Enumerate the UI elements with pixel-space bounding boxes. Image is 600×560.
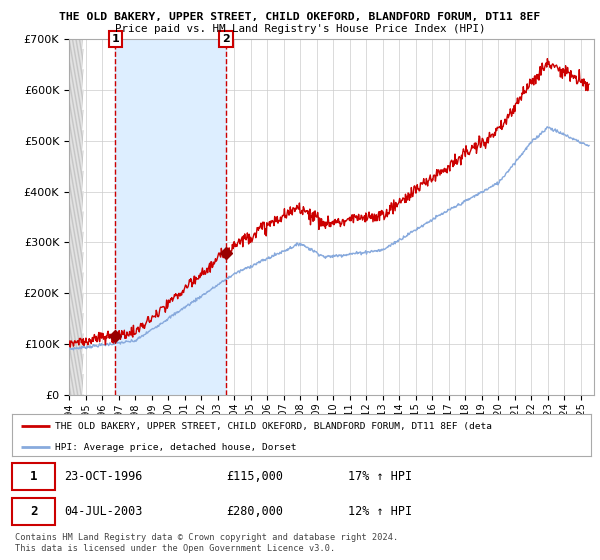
Text: HPI: Average price, detached house, Dorset: HPI: Average price, detached house, Dors… xyxy=(55,442,297,452)
Text: £115,000: £115,000 xyxy=(226,470,283,483)
Text: Price paid vs. HM Land Registry's House Price Index (HPI): Price paid vs. HM Land Registry's House … xyxy=(115,24,485,34)
Text: 1: 1 xyxy=(112,34,119,44)
FancyBboxPatch shape xyxy=(12,498,55,525)
Text: Contains HM Land Registry data © Crown copyright and database right 2024.
This d: Contains HM Land Registry data © Crown c… xyxy=(15,533,398,553)
Text: 17% ↑ HPI: 17% ↑ HPI xyxy=(348,470,412,483)
Text: £280,000: £280,000 xyxy=(226,505,283,518)
Bar xyxy=(115,39,226,395)
Bar xyxy=(69,39,83,395)
Text: 2: 2 xyxy=(30,505,37,518)
Text: 1: 1 xyxy=(30,470,37,483)
FancyBboxPatch shape xyxy=(12,464,55,490)
Text: 2: 2 xyxy=(222,34,230,44)
Text: 23-OCT-1996: 23-OCT-1996 xyxy=(64,470,142,483)
Text: 04-JUL-2003: 04-JUL-2003 xyxy=(64,505,142,518)
Text: THE OLD BAKERY, UPPER STREET, CHILD OKEFORD, BLANDFORD FORUM, DT11 8EF: THE OLD BAKERY, UPPER STREET, CHILD OKEF… xyxy=(59,12,541,22)
Text: THE OLD BAKERY, UPPER STREET, CHILD OKEFORD, BLANDFORD FORUM, DT11 8EF (deta: THE OLD BAKERY, UPPER STREET, CHILD OKEF… xyxy=(55,422,493,431)
Text: 12% ↑ HPI: 12% ↑ HPI xyxy=(348,505,412,518)
